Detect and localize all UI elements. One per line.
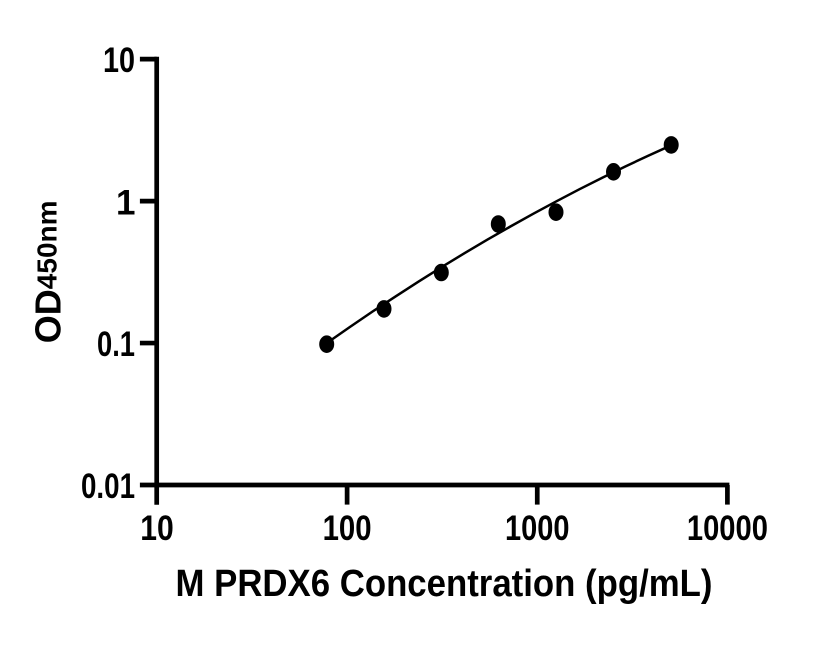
svg-text:1000: 1000 — [505, 509, 570, 548]
svg-text:10: 10 — [103, 41, 135, 80]
svg-text:0.01: 0.01 — [81, 467, 135, 506]
svg-text:OD450nm: OD450nm — [28, 200, 69, 343]
svg-text:M PRDX6 Concentration (pg/mL): M PRDX6 Concentration (pg/mL) — [176, 563, 713, 605]
svg-text:10000: 10000 — [687, 509, 768, 548]
svg-text:100: 100 — [323, 509, 372, 548]
svg-text:0.1: 0.1 — [97, 325, 135, 364]
svg-text:10: 10 — [140, 509, 174, 548]
svg-text:1: 1 — [116, 183, 135, 222]
